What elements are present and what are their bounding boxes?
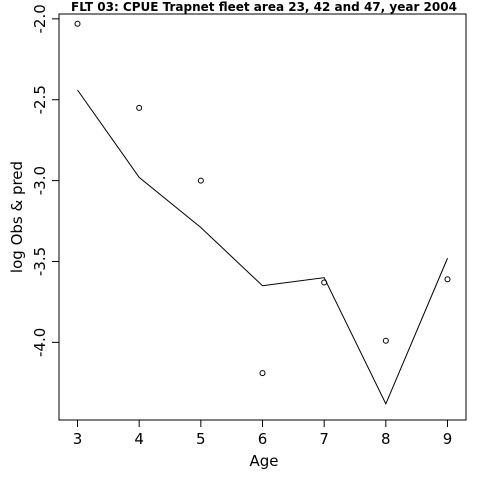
x-tick-label: 3: [73, 430, 83, 448]
observed-point: [197, 177, 204, 184]
x-tick-label: 4: [134, 430, 144, 448]
x-tick-label: 9: [443, 430, 453, 448]
observed-point: [444, 276, 451, 283]
observed-points: [74, 20, 451, 377]
y-tick-label: -4.0: [31, 328, 49, 357]
x-tick-label: 6: [258, 430, 268, 448]
y-tick-label: -3.0: [31, 166, 49, 195]
x-tick-label: 7: [319, 430, 329, 448]
x-axis-label: Age: [249, 452, 278, 470]
y-tick-label: -2.0: [31, 4, 49, 33]
observed-point: [74, 20, 81, 27]
y-tick-label: -2.5: [31, 85, 49, 114]
y-axis-label: log Obs & pred: [8, 161, 26, 273]
observed-point: [321, 279, 328, 286]
x-axis: 3 4 5 6 7 8 9: [73, 420, 453, 448]
predicted-line: [77, 89, 448, 406]
x-tick-label: 8: [381, 430, 391, 448]
y-axis: -2.0 -2.5 -3.0 -3.5 -4.0: [31, 4, 59, 357]
chart-title: FLT 03: CPUE Trapnet fleet area 23, 42 a…: [71, 0, 457, 14]
observed-point: [382, 337, 389, 344]
observed-point: [136, 104, 143, 111]
observed-point: [259, 370, 266, 377]
x-tick-label: 5: [196, 430, 206, 448]
y-tick-label: -3.5: [31, 247, 49, 276]
